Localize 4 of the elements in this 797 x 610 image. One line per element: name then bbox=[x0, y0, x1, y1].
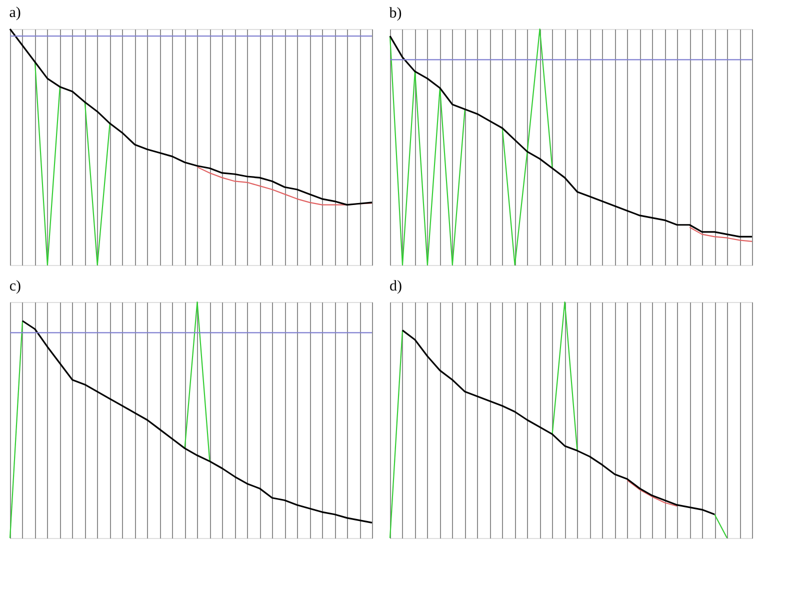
chart-title: d) bbox=[389, 278, 402, 294]
chart-title: c) bbox=[9, 278, 22, 294]
chart-title: b) bbox=[389, 5, 402, 22]
chart-title: a) bbox=[9, 5, 21, 22]
